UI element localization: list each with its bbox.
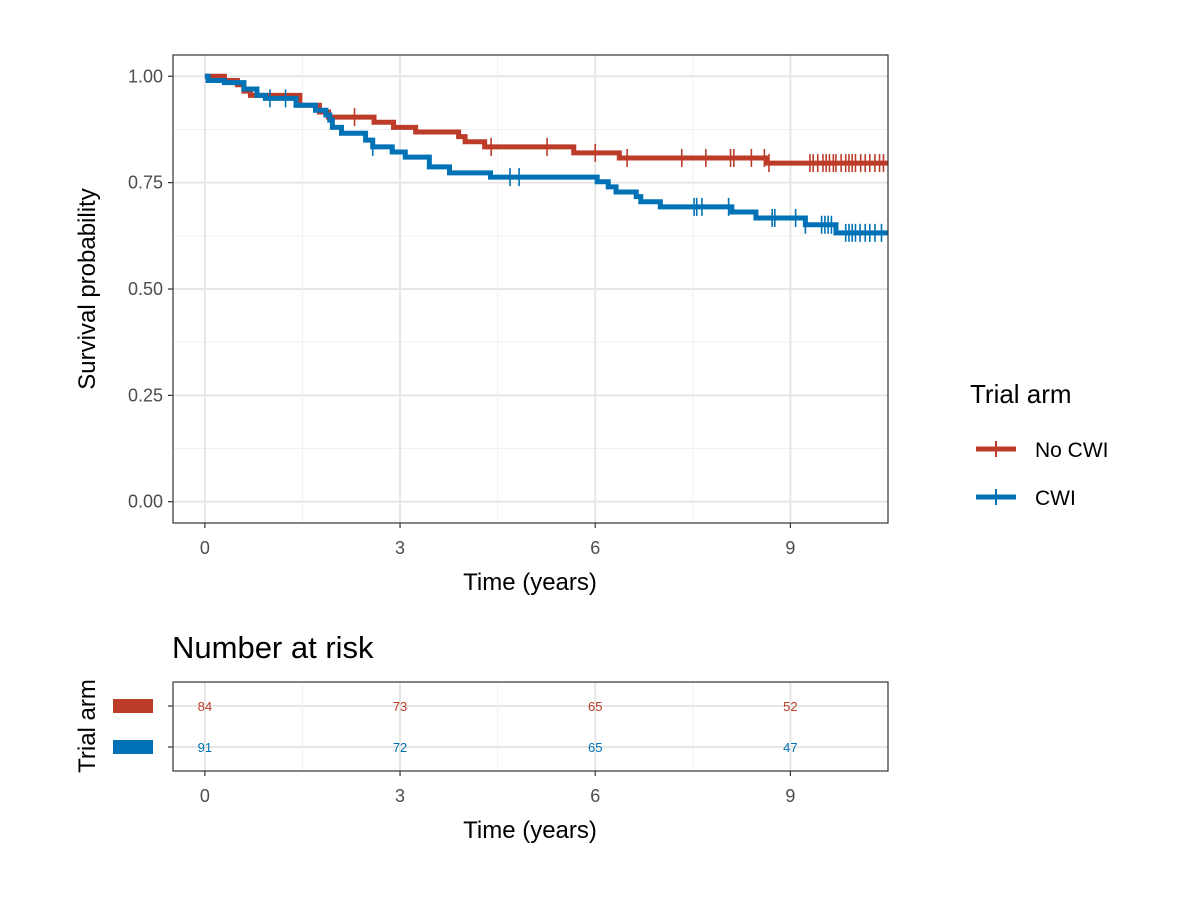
risk-count: 65	[588, 740, 602, 755]
x-tick-label: 0	[200, 538, 210, 558]
risk-count: 65	[588, 699, 602, 714]
risk-count: 47	[783, 740, 797, 755]
risk-table-x-axis-title: Time (years)	[463, 817, 597, 844]
legend: Trial arm No CWI CWI	[970, 379, 1109, 510]
km-y-axis-title: Survival probability	[74, 188, 101, 389]
risk-table-axes: 0 3 6 9	[200, 771, 795, 806]
risk-count: 52	[783, 699, 797, 714]
x-tick-label: 9	[785, 786, 795, 806]
risk-count: 72	[393, 740, 407, 755]
risk-count: 73	[393, 699, 407, 714]
legend-item-no-cwi[interactable]: No CWI	[976, 439, 1109, 462]
legend-title: Trial arm	[970, 379, 1072, 409]
risk-table-y-axis-title: Trial arm	[74, 679, 101, 773]
km-curves	[204, 73, 888, 242]
y-tick-label: 1.00	[128, 66, 163, 86]
risk-count: 84	[198, 699, 212, 714]
legend-item-cwi[interactable]: CWI	[976, 487, 1076, 510]
risk-table-row-keys	[113, 699, 173, 754]
y-tick-label: 0.75	[128, 173, 163, 193]
risk-table-grid	[173, 682, 889, 771]
legend-label-no-cwi: No CWI	[1035, 439, 1109, 462]
x-tick-label: 9	[785, 538, 795, 558]
km-grid	[173, 55, 889, 523]
risk-table-key-no-cwi	[113, 699, 153, 713]
risk-table-border	[172, 681, 889, 772]
km-curve-cwi	[204, 73, 888, 236]
x-tick-label: 6	[590, 538, 600, 558]
y-tick-label: 0.50	[128, 279, 163, 299]
x-tick-label: 3	[395, 538, 405, 558]
legend-label-cwi: CWI	[1035, 487, 1076, 510]
x-tick-label: 6	[590, 786, 600, 806]
x-tick-label: 3	[395, 786, 405, 806]
km-x-axis-title: Time (years)	[463, 569, 597, 596]
y-tick-label: 0.25	[128, 385, 163, 405]
y-tick-label: 0.00	[128, 492, 163, 512]
risk-table-cells: 84 73 65 52 91 72 65 47	[198, 699, 798, 755]
risk-table-key-cwi	[113, 740, 153, 754]
risk-count: 91	[198, 740, 212, 755]
km-axes: 0.00 0.25 0.50 0.75 1.00 0 3 6 9	[128, 66, 795, 558]
risk-table-title: Number at risk	[172, 630, 374, 665]
x-tick-label: 0	[200, 786, 210, 806]
